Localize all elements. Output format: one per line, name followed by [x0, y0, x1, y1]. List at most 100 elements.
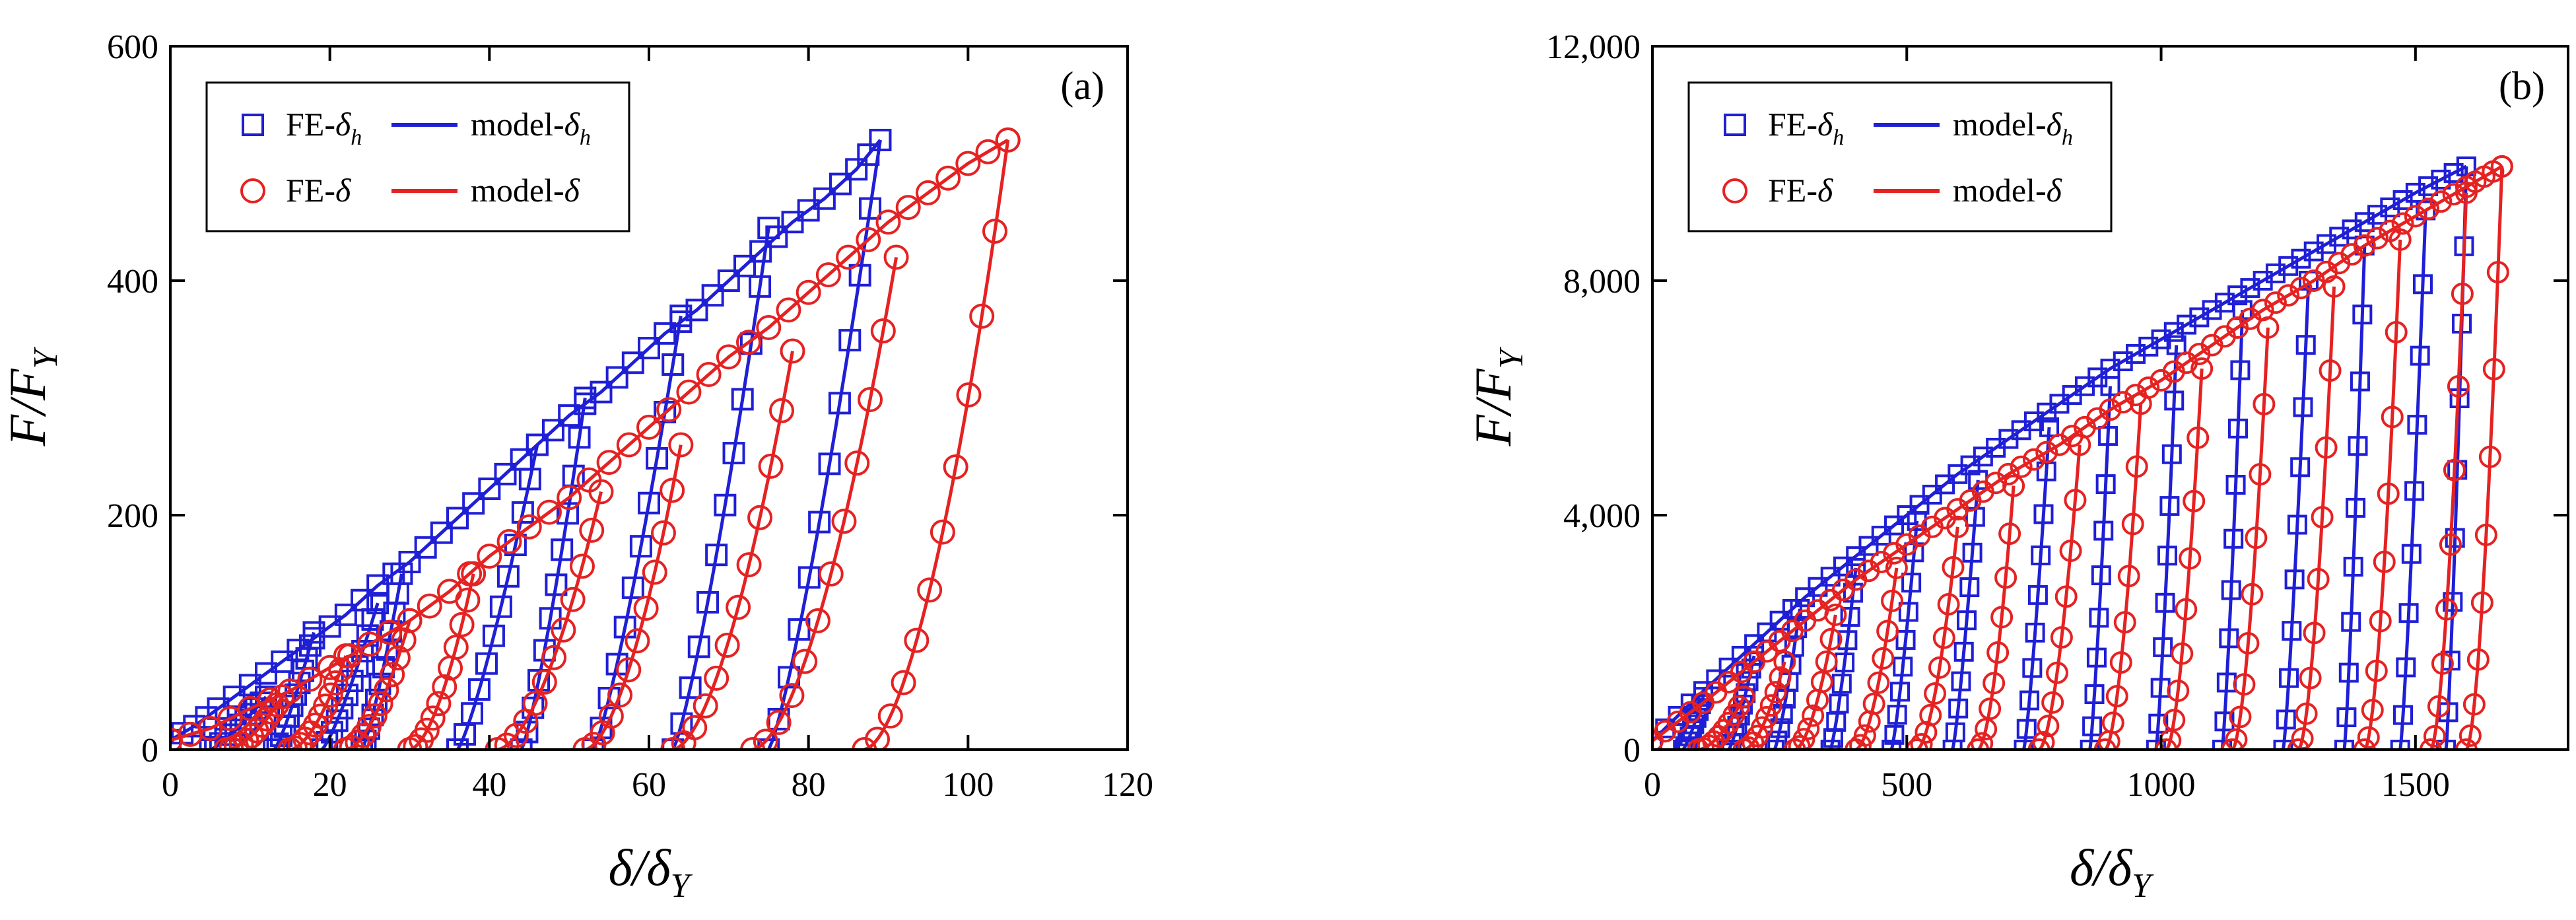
- fe-marker-circle: [805, 608, 830, 633]
- fe-marker-square: [781, 211, 804, 234]
- fe-marker-circle: [2111, 391, 2134, 414]
- fe-marker-circle: [1967, 738, 1990, 750]
- fe-marker-square: [494, 462, 517, 485]
- fe-marker-square: [361, 608, 384, 631]
- fe-marker-square: [749, 275, 772, 298]
- fe-marker-circle: [2419, 738, 2442, 750]
- panel-b: 0 500 1000 1500 0 4,000 8,000 12,000 δ/δY F/FY (b)…: [1464, 28, 2569, 905]
- fe-marker-circle: [1773, 650, 1796, 673]
- fe-marker-circle: [197, 716, 223, 742]
- fe-marker-circle: [1994, 566, 2017, 589]
- label-part: model-: [1953, 172, 2047, 209]
- fe-marker-circle: [747, 505, 773, 530]
- fe-marker-square: [2392, 705, 2413, 725]
- fe-marker-circle: [2366, 227, 2389, 250]
- fe-marker-circle: [2050, 626, 2073, 649]
- fe-marker-circle: [2229, 705, 2252, 728]
- fe-marker-circle: [1919, 703, 1942, 726]
- fe-marker-circle: [870, 318, 896, 344]
- fe-marker-circle: [2155, 738, 2178, 750]
- fe-marker-square: [1829, 693, 1849, 714]
- label-part: FE-: [286, 172, 335, 209]
- fe-marker-circle: [2121, 513, 2144, 536]
- legend-label: FE-δ: [1768, 172, 1833, 209]
- fe-marker-square: [1887, 705, 1907, 725]
- fe-marker-circle: [2429, 190, 2453, 213]
- fe-marker-circle: [2287, 738, 2310, 750]
- legend-label: model-δ: [1953, 172, 2062, 209]
- panel-a: 0 20 40 60 80 100 120 0 200 400 600 δ/δY F/FY (a) FE-δ…: [0, 28, 1153, 905]
- fe-marker-circle: [2171, 642, 2194, 665]
- fe-marker-square: [2153, 637, 2173, 657]
- fe-marker-circle: [779, 683, 805, 709]
- plot-frame: [1651, 45, 2569, 751]
- fe-marker-square: [2033, 504, 2054, 524]
- fe-marker-circle: [2027, 738, 2051, 750]
- fe-marker-square: [654, 322, 677, 345]
- label-part: F: [1464, 413, 1522, 446]
- fe-marker-square: [1820, 567, 1841, 587]
- fe-marker-circle: [875, 209, 901, 235]
- fe-marker-circle: [377, 619, 403, 645]
- fe-marker-square: [845, 158, 868, 181]
- label-part: FE-: [286, 106, 335, 143]
- fe-marker-circle: [477, 544, 502, 569]
- fe-marker-circle: [844, 450, 870, 476]
- fe-marker-square: [2166, 335, 2186, 355]
- fe-marker-circle: [357, 631, 383, 657]
- label-part: h: [580, 125, 591, 150]
- fe-marker-circle: [317, 655, 343, 680]
- fe-marker-circle: [856, 227, 881, 252]
- fe-marker-square: [1846, 557, 1866, 578]
- fe-marker-circle: [736, 552, 762, 578]
- y-tick-label: 400: [107, 263, 158, 301]
- fe-marker-square: [2334, 740, 2354, 750]
- fe-marker-circle: [1986, 641, 2010, 664]
- fe-marker-circle: [818, 561, 844, 586]
- fe-marker-circle: [1971, 732, 1994, 750]
- fe-marker-square: [263, 738, 286, 750]
- fe-marker-circle: [368, 691, 393, 717]
- fe-marker-square: [2214, 711, 2235, 732]
- y-axis-title: F/FY: [1464, 346, 1530, 446]
- fe-marker-square: [749, 240, 772, 263]
- legend-label: FE-δh: [286, 106, 362, 150]
- model-line-branch: [1977, 485, 2016, 750]
- fe-marker-circle: [2427, 695, 2450, 718]
- fe-marker-circle: [531, 669, 557, 695]
- fe-marker-square: [2346, 497, 2366, 518]
- fe-marker-square: [478, 478, 501, 501]
- label-part: δ: [608, 839, 633, 896]
- fe-marker-circle: [2175, 598, 2198, 621]
- fe-marker-square: [714, 493, 737, 516]
- fe-marker-circle: [217, 705, 243, 731]
- fe-marker-circle: [2319, 359, 2342, 382]
- fe-marker-square: [1795, 587, 1815, 608]
- legend-label: model-δh: [1953, 106, 2073, 150]
- fe-marker-square: [551, 538, 574, 561]
- fe-marker-circle: [1755, 705, 1778, 728]
- fe-marker-square: [2082, 716, 2103, 736]
- fe-marker-circle: [1751, 716, 1774, 739]
- fe-marker-circle: [607, 682, 633, 708]
- fe-marker-circle: [858, 386, 883, 412]
- model-line-branch: [2154, 345, 2179, 750]
- fe-marker-square: [351, 639, 374, 662]
- fe-marker-circle: [836, 244, 862, 270]
- fe-marker-circle: [374, 677, 399, 703]
- label-part: F: [0, 368, 56, 401]
- fe-marker-square: [467, 678, 491, 701]
- fe-marker-circle: [2439, 533, 2462, 556]
- fe-marker-circle: [2377, 482, 2400, 505]
- fe-marker-circle: [625, 628, 650, 654]
- fe-marker-circle: [2105, 685, 2128, 708]
- fe-marker-square: [1895, 629, 1916, 650]
- fe-marker-square: [2287, 514, 2307, 535]
- fe-marker-square: [1871, 526, 1891, 546]
- fe-marker-square: [462, 492, 485, 515]
- legend-item: model-δ: [391, 172, 580, 209]
- fe-marker-circle: [2245, 526, 2268, 549]
- fe-marker-circle: [1983, 672, 2006, 695]
- legend-marker-circle: [1722, 178, 1747, 203]
- fe-marker-circle: [2417, 197, 2440, 221]
